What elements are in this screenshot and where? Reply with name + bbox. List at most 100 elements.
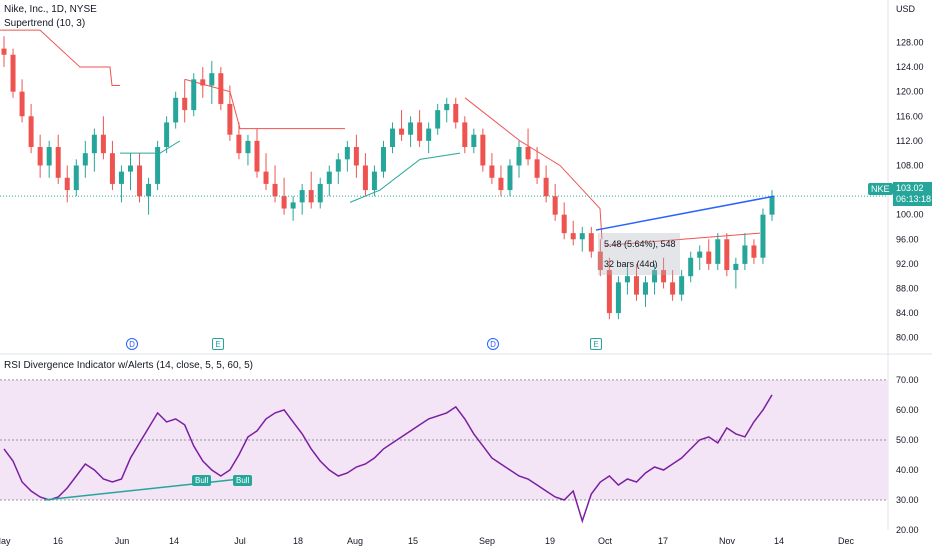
candle-body bbox=[670, 282, 676, 295]
rsi-line bbox=[3, 394, 773, 524]
measure-tool-box[interactable]: 5.48 (5.64%), 548 32 bars (44d) bbox=[598, 233, 680, 275]
price-tick-label: 100.00 bbox=[896, 210, 924, 220]
candle-body bbox=[498, 177, 504, 191]
candle-body bbox=[37, 147, 43, 166]
rsi-tick-label: 30.00 bbox=[896, 495, 919, 505]
candle-body bbox=[326, 171, 332, 184]
candle-body bbox=[706, 251, 712, 264]
measure-range-text: 5.48 (5.64%), 548 bbox=[604, 239, 676, 249]
candle-body bbox=[724, 239, 730, 271]
candle-body bbox=[200, 79, 206, 86]
candle-body bbox=[371, 171, 377, 191]
time-axis-label: May bbox=[0, 536, 11, 546]
candle-body bbox=[597, 251, 603, 271]
candle-body bbox=[426, 128, 432, 141]
dividend-marker[interactable]: D bbox=[126, 338, 138, 350]
candle-body bbox=[254, 140, 260, 172]
candle-body bbox=[281, 196, 287, 209]
candle-body bbox=[191, 79, 197, 111]
time-axis-label: Dec bbox=[838, 536, 855, 546]
candle-body bbox=[182, 97, 188, 111]
candle-body bbox=[100, 134, 106, 154]
supertrend-line bbox=[604, 232, 761, 246]
trend-line bbox=[595, 195, 775, 231]
candle-body bbox=[579, 233, 585, 240]
candle-body bbox=[552, 196, 558, 215]
price-tick-label: 112.00 bbox=[896, 136, 923, 146]
price-tick-label: 108.00 bbox=[896, 160, 924, 170]
candle-body bbox=[19, 91, 25, 117]
last-price-tag: 103.02 06:13:18 bbox=[893, 182, 932, 206]
candle-body bbox=[227, 103, 233, 135]
candle-body bbox=[146, 183, 152, 197]
bar-countdown: 06:13:18 bbox=[896, 194, 932, 204]
candle-body bbox=[245, 140, 251, 154]
rsi-legend[interactable]: RSI Divergence Indicator w/Alerts (14, c… bbox=[4, 360, 253, 371]
candle-body bbox=[624, 276, 630, 283]
supertrend-line bbox=[0, 29, 120, 87]
candle-body bbox=[561, 214, 567, 234]
currency-label: USD bbox=[896, 4, 916, 14]
symbol-price-tag: NKE bbox=[868, 183, 893, 195]
candle-body bbox=[633, 276, 639, 295]
time-axis-label: 15 bbox=[408, 536, 418, 546]
time-axis-label: Aug bbox=[347, 536, 363, 546]
candle-body bbox=[91, 134, 97, 154]
time-axis-label: 14 bbox=[169, 536, 179, 546]
candle-body bbox=[570, 233, 576, 240]
time-axis-label: Oct bbox=[598, 536, 613, 546]
candle-body bbox=[543, 177, 549, 197]
candle-body bbox=[218, 73, 224, 104]
candle-body bbox=[652, 270, 658, 283]
rsi-tick-label: 60.00 bbox=[896, 405, 919, 415]
candle-body bbox=[308, 190, 314, 203]
measure-bars-text: 32 bars (44d) bbox=[604, 259, 658, 269]
candle-body bbox=[127, 165, 133, 172]
candle-body bbox=[109, 153, 115, 184]
supertrend-line bbox=[120, 140, 181, 154]
candle-body bbox=[317, 183, 323, 203]
candle-body bbox=[55, 147, 61, 178]
candle-body bbox=[697, 251, 703, 258]
candle-body bbox=[525, 147, 531, 160]
time-axis-label: 18 bbox=[293, 536, 303, 546]
dividend-marker[interactable]: D bbox=[487, 338, 499, 350]
candle-body bbox=[173, 97, 179, 123]
time-axis-label: Nov bbox=[719, 536, 736, 546]
candle-body bbox=[290, 202, 296, 209]
rsi-tick-label: 40.00 bbox=[896, 465, 919, 475]
candle-body bbox=[10, 54, 16, 92]
supertrend-line bbox=[464, 97, 603, 240]
candle-body bbox=[408, 122, 414, 135]
candle-body bbox=[733, 263, 739, 271]
candle-body bbox=[615, 282, 621, 314]
candle-body bbox=[137, 165, 143, 197]
candle-body bbox=[462, 122, 468, 148]
earnings-marker[interactable]: E bbox=[590, 338, 602, 350]
price-tick-label: 116.00 bbox=[896, 111, 923, 121]
candle-body bbox=[390, 128, 396, 148]
last-price-value: 103.02 bbox=[896, 183, 924, 193]
supertrend-legend[interactable]: Supertrend (10, 3) bbox=[4, 18, 86, 29]
candle-body bbox=[28, 116, 34, 148]
candle-body bbox=[164, 122, 170, 148]
time-axis-label: 17 bbox=[658, 536, 668, 546]
supertrend-line bbox=[184, 78, 345, 130]
candle-body bbox=[82, 153, 88, 166]
candle-body bbox=[471, 134, 477, 148]
earnings-marker[interactable]: E bbox=[212, 338, 224, 350]
candle-body bbox=[688, 257, 694, 277]
candle-body bbox=[118, 171, 124, 184]
candle-body bbox=[516, 147, 522, 166]
time-axis-label: 14 bbox=[774, 536, 784, 546]
symbol-legend[interactable]: Nike, Inc., 1D, NYSE bbox=[4, 4, 97, 15]
candle-body bbox=[417, 122, 423, 141]
candle-body bbox=[73, 165, 79, 191]
candle-body bbox=[64, 177, 70, 191]
candle-body bbox=[155, 147, 161, 184]
candle-body bbox=[46, 147, 52, 166]
time-axis-label: 16 bbox=[53, 536, 63, 546]
candle-body bbox=[742, 245, 748, 264]
